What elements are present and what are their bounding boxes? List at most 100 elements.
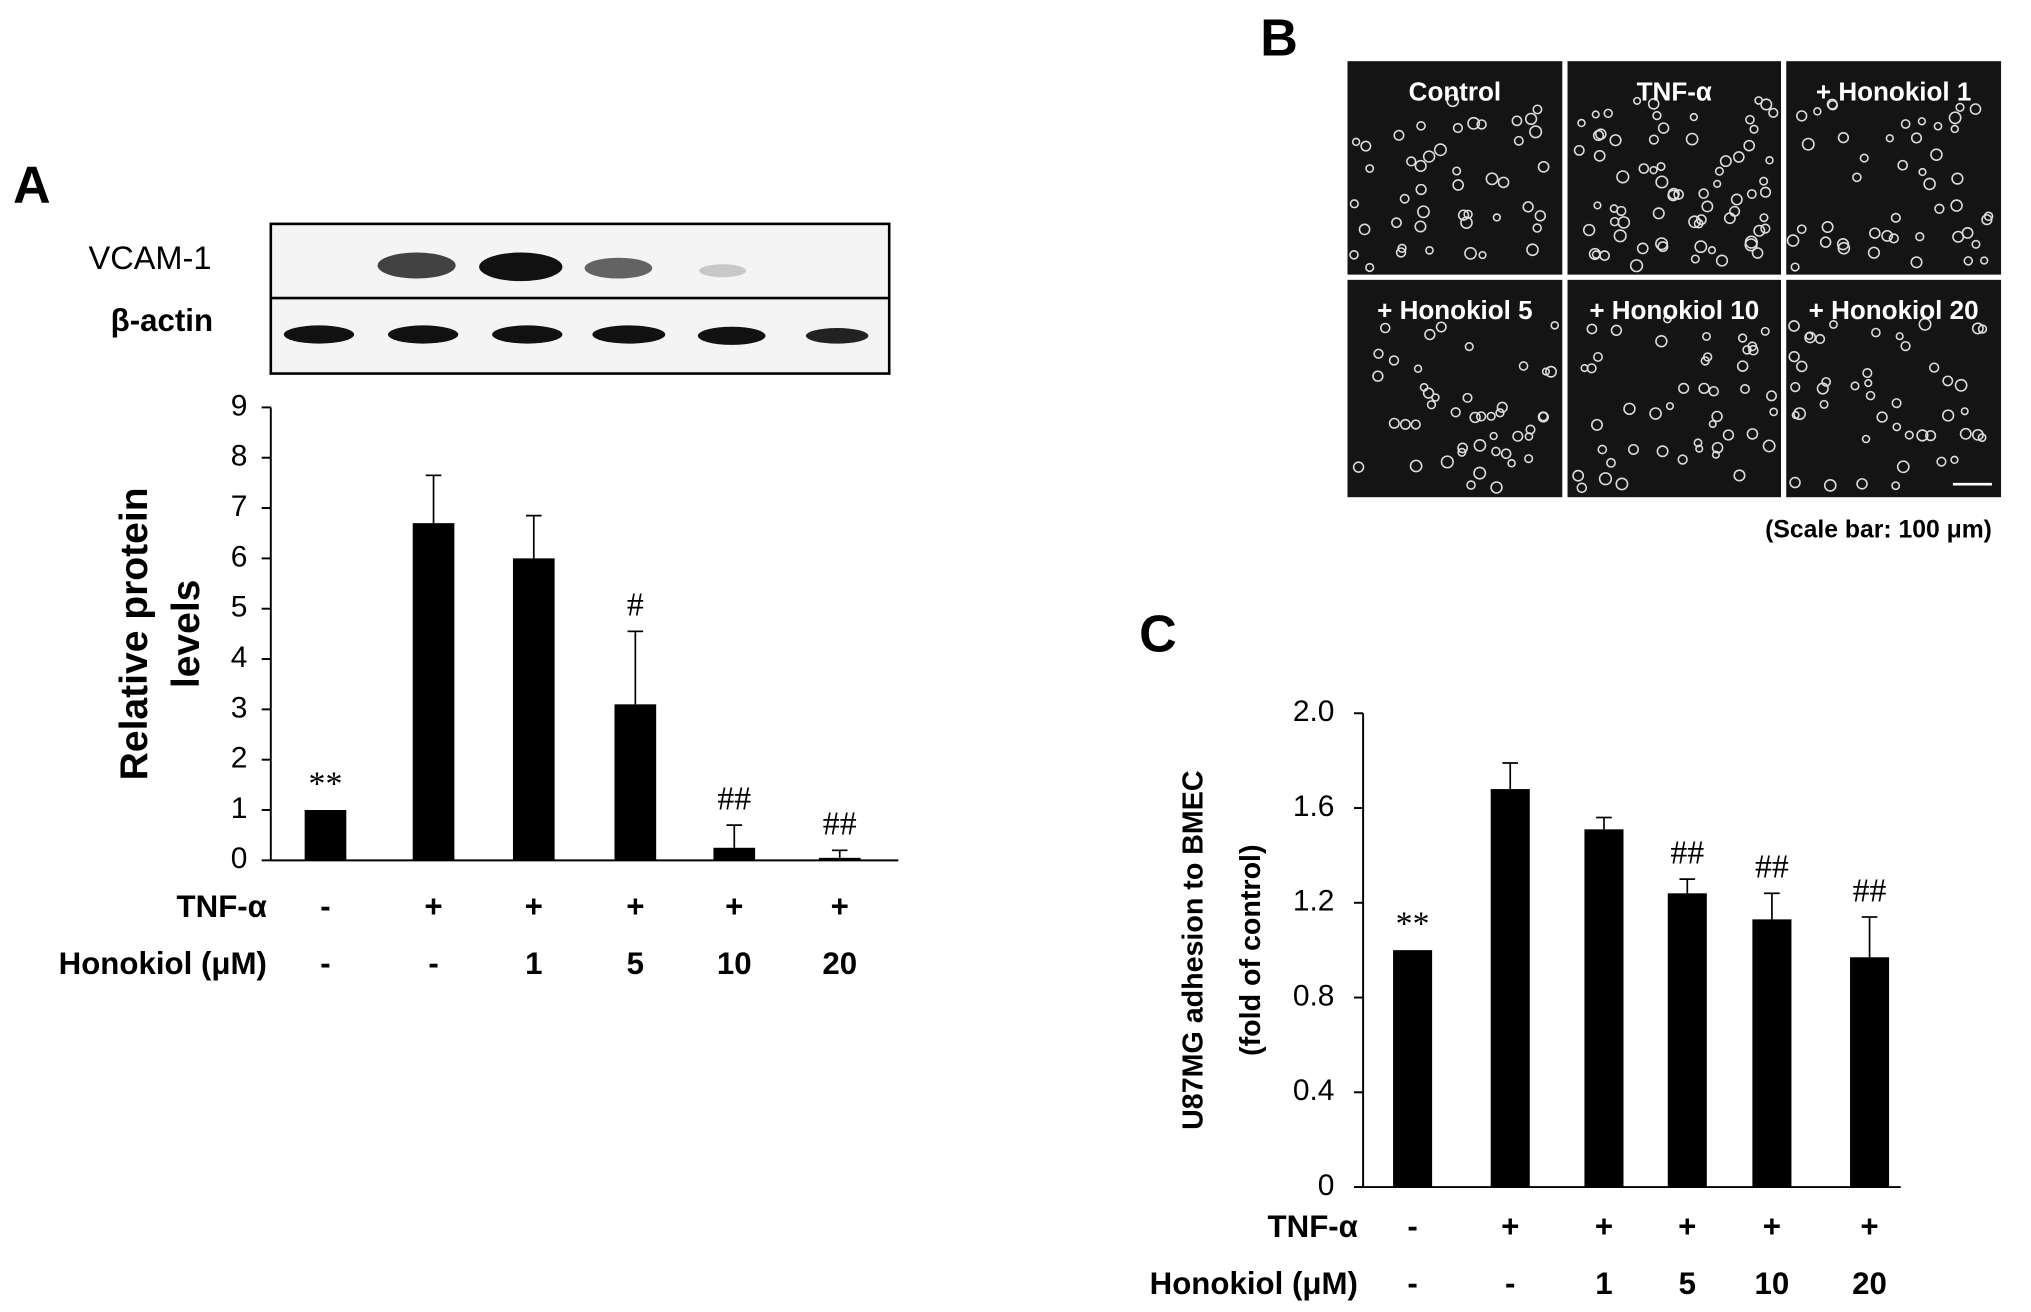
cell bbox=[1489, 431, 1498, 441]
cell bbox=[1415, 183, 1427, 196]
cell bbox=[1942, 375, 1954, 387]
cell bbox=[1955, 102, 1965, 113]
cell bbox=[1496, 401, 1508, 413]
cell bbox=[1592, 129, 1605, 142]
cell bbox=[1788, 351, 1800, 363]
cell bbox=[1685, 132, 1699, 146]
cell bbox=[1588, 247, 1602, 261]
cell bbox=[1790, 381, 1801, 393]
cell bbox=[1695, 444, 1704, 453]
cell bbox=[1598, 472, 1613, 486]
cell bbox=[1673, 189, 1684, 200]
y-tick-label: 7 bbox=[231, 490, 248, 523]
cell bbox=[1457, 447, 1467, 457]
cell bbox=[1572, 469, 1585, 482]
cell bbox=[1760, 223, 1771, 234]
cell bbox=[1977, 433, 1987, 443]
cell bbox=[1688, 215, 1701, 229]
cell bbox=[1358, 223, 1371, 236]
cell bbox=[1665, 402, 1675, 411]
cell bbox=[1636, 242, 1649, 255]
image-label: Control bbox=[1409, 77, 1501, 107]
cell bbox=[1694, 240, 1708, 254]
annotation: ## bbox=[717, 780, 751, 817]
panel-label: B bbox=[1260, 9, 1298, 67]
cell bbox=[1759, 186, 1772, 198]
row-value: + bbox=[424, 889, 442, 924]
cell bbox=[1597, 444, 1608, 455]
cell bbox=[1749, 124, 1759, 134]
cell bbox=[1859, 153, 1869, 163]
cell bbox=[1615, 477, 1629, 491]
row-label: Honokiol (μM) bbox=[59, 946, 267, 981]
cell bbox=[1657, 122, 1670, 134]
cell bbox=[1464, 342, 1474, 352]
cell bbox=[1746, 428, 1759, 440]
cell bbox=[1433, 143, 1447, 157]
cell bbox=[1821, 221, 1834, 234]
cell bbox=[1406, 156, 1417, 167]
cell bbox=[1464, 246, 1477, 260]
cell bbox=[1426, 400, 1437, 410]
cell bbox=[1929, 362, 1940, 373]
cell bbox=[1900, 340, 1911, 352]
cell bbox=[1960, 407, 1969, 416]
cell bbox=[1511, 115, 1523, 127]
cell bbox=[1435, 321, 1447, 333]
cell bbox=[1409, 459, 1423, 473]
cell bbox=[1545, 365, 1557, 378]
y-tick-label: 0 bbox=[1318, 1169, 1335, 1202]
cell bbox=[1648, 134, 1659, 145]
y-tick-label: 2 bbox=[231, 742, 248, 775]
cell bbox=[1801, 137, 1815, 151]
row-label: TNF-α bbox=[177, 889, 267, 924]
row-value: + bbox=[1763, 1209, 1781, 1244]
bar bbox=[1393, 950, 1433, 1188]
cell bbox=[1933, 121, 1943, 131]
y-tick-label: 4 bbox=[231, 641, 248, 674]
caption: (Scale bar: 100 μm) bbox=[1765, 517, 1992, 544]
y-axis-label: levels bbox=[165, 580, 208, 689]
cell bbox=[1365, 164, 1375, 173]
cell bbox=[1463, 209, 1473, 220]
cell bbox=[1649, 407, 1662, 420]
cell bbox=[1942, 409, 1955, 422]
cell bbox=[1977, 324, 1988, 334]
cell bbox=[1399, 418, 1411, 430]
cell bbox=[1916, 429, 1929, 442]
cell bbox=[1593, 351, 1603, 362]
y-tick-label: 2.0 bbox=[1293, 695, 1335, 728]
cell bbox=[1896, 460, 1910, 474]
cell bbox=[1388, 417, 1400, 429]
cell bbox=[1959, 427, 1972, 440]
cell bbox=[1917, 117, 1927, 126]
cell bbox=[1852, 172, 1862, 183]
cell bbox=[1730, 193, 1743, 206]
cell bbox=[1351, 137, 1361, 147]
cell bbox=[1440, 455, 1454, 469]
cell bbox=[1748, 344, 1759, 356]
cell bbox=[1593, 201, 1602, 210]
bar bbox=[713, 847, 756, 861]
cell bbox=[1467, 116, 1481, 130]
cell bbox=[1796, 224, 1807, 235]
cell bbox=[1950, 124, 1959, 134]
cell bbox=[1948, 111, 1962, 125]
cell bbox=[1652, 110, 1662, 121]
cell bbox=[1813, 107, 1822, 116]
cell bbox=[1452, 166, 1462, 176]
cell bbox=[1500, 448, 1512, 460]
row-value: - bbox=[428, 946, 438, 981]
cell bbox=[1983, 211, 1994, 222]
y-axis-label: (fold of control) bbox=[1235, 844, 1267, 1055]
cell bbox=[1890, 212, 1901, 223]
cell bbox=[1395, 247, 1407, 258]
cell bbox=[1980, 256, 1989, 265]
cell bbox=[1713, 179, 1722, 188]
cell bbox=[1837, 132, 1850, 144]
row-value: 20 bbox=[1852, 1266, 1887, 1301]
cell bbox=[1723, 212, 1736, 225]
cell bbox=[1534, 210, 1547, 222]
cell bbox=[1379, 322, 1391, 334]
cell bbox=[1497, 176, 1510, 189]
